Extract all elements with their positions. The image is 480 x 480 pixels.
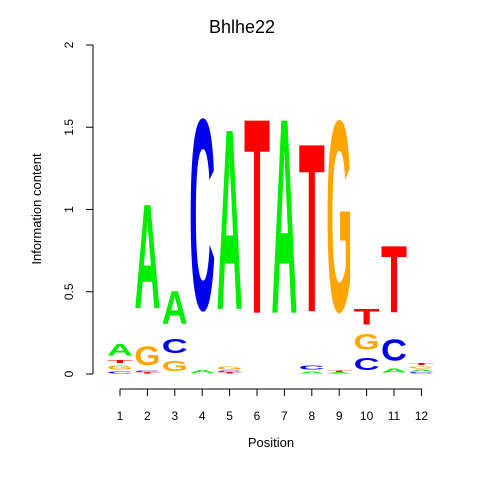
logo-letter-A-pos-8: A bbox=[299, 371, 325, 374]
y-axis: 0 0.5 1 1.5 2 bbox=[62, 41, 94, 377]
x-tick-label: 12 bbox=[415, 409, 429, 423]
logo-letter-C-pos-10: C bbox=[354, 355, 380, 375]
y-tick-label: 0.5 bbox=[62, 283, 76, 300]
logo-letter-G-pos-10: G bbox=[354, 329, 380, 354]
logo-letter-T-pos-9: T bbox=[326, 371, 353, 373]
logo-letter-C-pos-5: C bbox=[217, 371, 243, 373]
x-tick-label: 5 bbox=[226, 409, 233, 423]
logo-letter-A-pos-1: A bbox=[107, 341, 133, 359]
logo-letter-A-pos-2: A bbox=[134, 173, 160, 341]
logo-letter-C-pos-12: C bbox=[408, 372, 434, 374]
logo-letter-A-pos-5: A bbox=[217, 76, 243, 365]
logo-letter-G-pos-9: G bbox=[326, 65, 352, 370]
logo-letter-A-pos-7: A bbox=[271, 62, 297, 373]
y-tick-label: 2 bbox=[62, 41, 76, 48]
logo-letter-A-pos-3: A bbox=[162, 282, 188, 335]
x-tick-label: 10 bbox=[360, 409, 374, 423]
logo-letter-A-pos-9: A bbox=[326, 372, 352, 374]
logo-letter-T-pos-6: T bbox=[244, 61, 270, 373]
logo-letter-T-pos-10: T bbox=[354, 305, 380, 330]
y-tick-label: 0 bbox=[62, 370, 76, 377]
logo-letter-C-pos-11: C bbox=[381, 334, 407, 368]
logo-letter-C-pos-4: C bbox=[189, 64, 215, 368]
logo-letter-C-pos-3: C bbox=[162, 335, 188, 358]
logo-letter-A-pos-12: A bbox=[408, 369, 434, 372]
y-tick-label: 1 bbox=[62, 206, 76, 213]
x-tick-label: 4 bbox=[199, 409, 206, 423]
x-tick-label: 11 bbox=[388, 409, 401, 423]
x-axis-label: Position bbox=[248, 435, 294, 450]
x-tick-label: 3 bbox=[171, 409, 178, 423]
x-tick-label: 2 bbox=[144, 409, 151, 423]
logo-letter-C-pos-1: C bbox=[107, 371, 133, 374]
x-axis: 1 2 3 4 5 6 7 8 9 10 11 12 bbox=[117, 388, 429, 423]
x-tick-label: 1 bbox=[117, 409, 124, 423]
logo-letter-G-pos-12: G bbox=[408, 366, 434, 369]
logo-letter-G-pos-1: G bbox=[107, 364, 133, 371]
logo-letter-T-pos-5: T bbox=[217, 372, 244, 374]
chart-title: Bhlhe22 bbox=[209, 17, 275, 37]
logo-letter-G-pos-5: G bbox=[217, 366, 243, 371]
y-axis-label: Information content bbox=[29, 153, 44, 265]
x-tick-label: 7 bbox=[281, 409, 288, 423]
logo-letter-T-pos-12: T bbox=[408, 363, 435, 366]
logo-letter-T-pos-1: T bbox=[107, 359, 134, 364]
x-tick-label: 8 bbox=[308, 409, 315, 423]
logo-letter-T-pos-11: T bbox=[381, 225, 407, 332]
y-tick-label: 1.5 bbox=[62, 119, 76, 136]
logo-letter-A-pos-4: A bbox=[189, 369, 215, 374]
logo-letter-C-pos-8: C bbox=[299, 364, 325, 370]
logo-letter-T-pos-2: T bbox=[134, 372, 161, 374]
logo-letter-T-pos-8: T bbox=[299, 92, 325, 362]
logo-letter-G-pos-3: G bbox=[162, 358, 188, 374]
x-tick-label: 9 bbox=[336, 409, 343, 423]
x-tick-label: 6 bbox=[254, 409, 261, 423]
logo-letter-G-pos-2: G bbox=[134, 342, 160, 371]
logo-letter-C-pos-2: C bbox=[134, 371, 160, 373]
logo-letter-A-pos-11: A bbox=[381, 368, 407, 374]
